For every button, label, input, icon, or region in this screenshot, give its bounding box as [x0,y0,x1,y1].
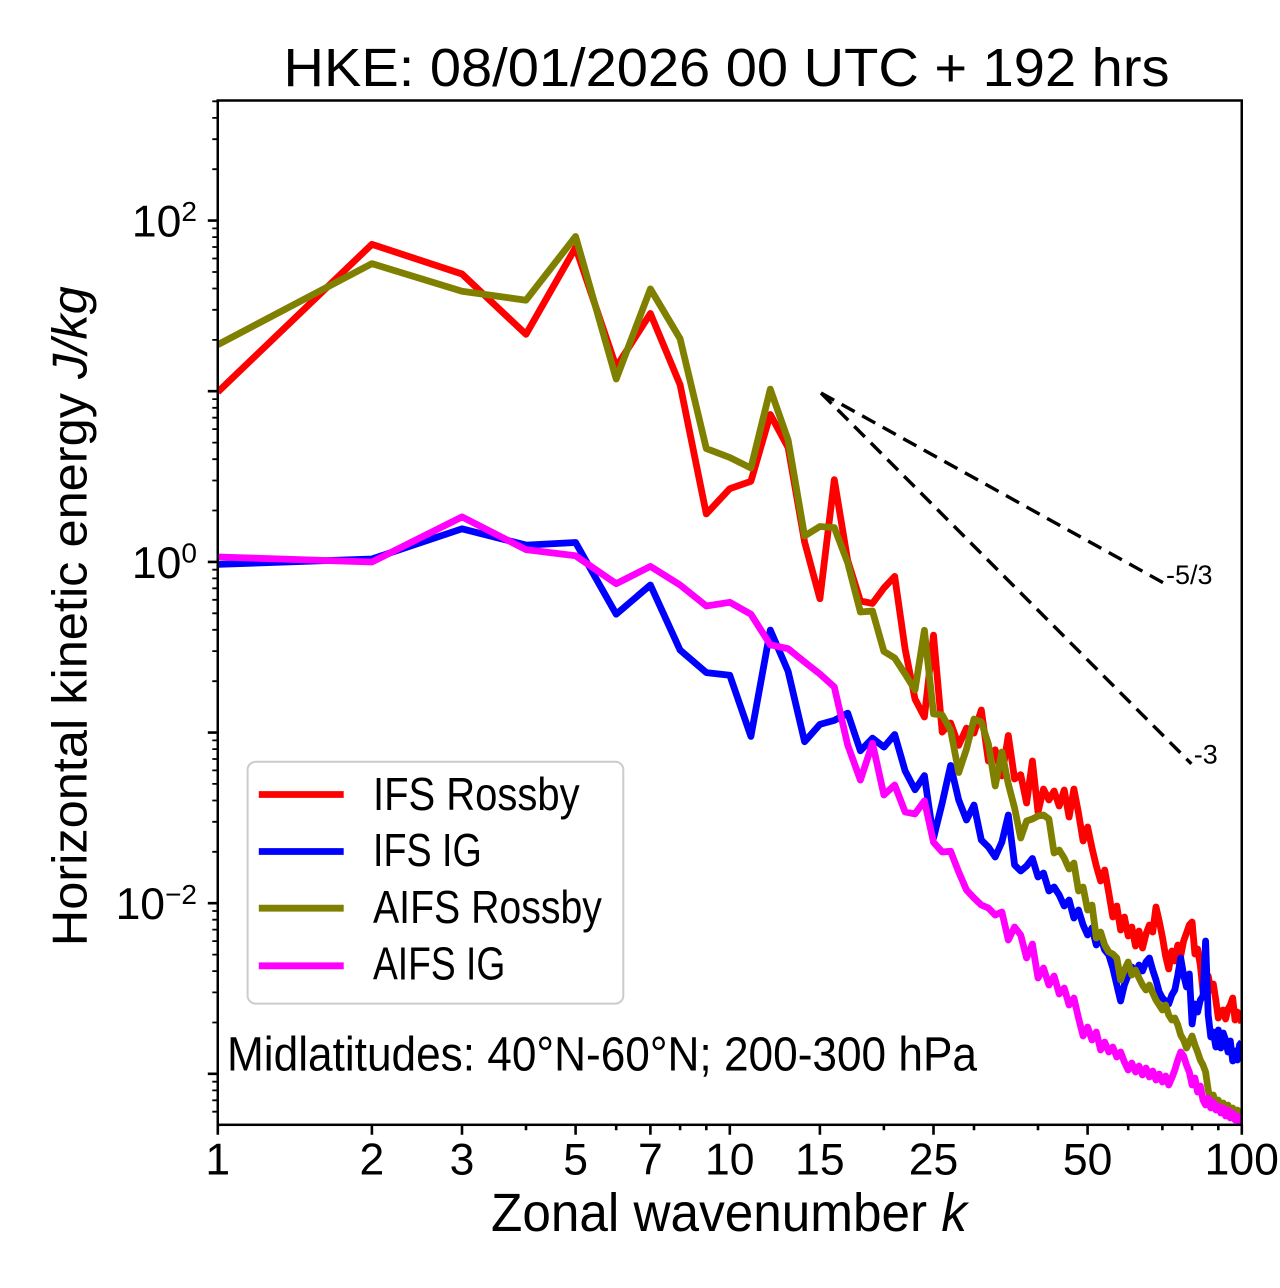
svg-text:AIFS Rossby: AIFS Rossby [373,881,603,933]
svg-text:100: 100 [1205,1135,1279,1184]
svg-text:-3: -3 [1194,740,1218,770]
svg-text:IFS Rossby: IFS Rossby [373,768,580,820]
svg-text:5: 5 [563,1135,588,1184]
svg-text:Horizontal kinetic energy J/kg: Horizontal kinetic energy J/kg [42,286,97,947]
svg-text:10: 10 [705,1135,755,1184]
svg-text:3: 3 [450,1135,475,1184]
svg-text:1: 1 [205,1135,230,1184]
svg-text:-5/3: -5/3 [1166,560,1213,590]
svg-text:HKE: 08/01/2026 00 UTC + 192 h: HKE: 08/01/2026 00 UTC + 192 hrs [284,38,1170,98]
svg-text:15: 15 [795,1135,845,1184]
svg-text:25: 25 [909,1135,959,1184]
svg-text:Zonal wavenumber k: Zonal wavenumber k [491,1183,970,1243]
svg-text:2: 2 [360,1135,385,1184]
svg-text:AIFS IG: AIFS IG [373,937,505,989]
svg-text:IFS IG: IFS IG [373,824,482,876]
svg-text:50: 50 [1063,1135,1113,1184]
svg-text:7: 7 [638,1135,663,1184]
svg-text:Midlatitudes: 40°N-60°N; 200-3: Midlatitudes: 40°N-60°N; 200-300 hPa [227,1028,977,1082]
